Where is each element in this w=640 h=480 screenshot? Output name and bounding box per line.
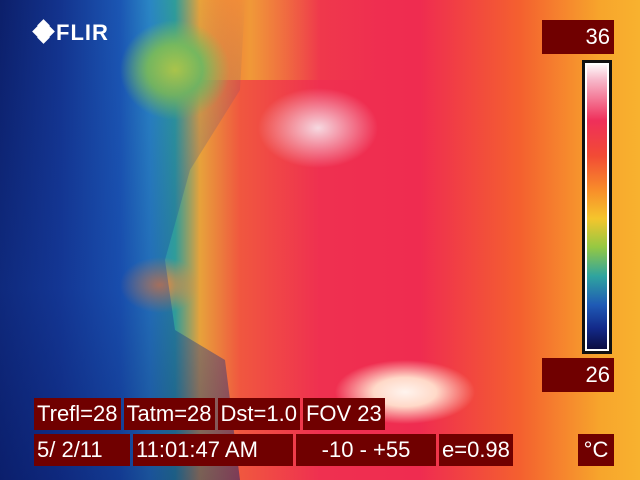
unit-label: °C — [578, 434, 614, 466]
status-row: 5/ 2/11 11:01:47 AM -10 - +55 e=0.98 — [34, 434, 516, 466]
date-readout: 5/ 2/11 — [34, 434, 130, 466]
trefl-readout: Trefl=28 — [34, 398, 121, 430]
temperature-scale-bar — [582, 60, 612, 354]
logo-text: FLIR — [56, 20, 109, 45]
scale-min-label: 26 — [542, 358, 614, 392]
distance-readout: Dst=1.0 — [217, 398, 300, 430]
range-readout: -10 - +55 — [296, 434, 436, 466]
emissivity-readout: e=0.98 — [439, 434, 513, 466]
scale-max-label: 36 — [542, 20, 614, 54]
time-readout: 11:01:47 AM — [133, 434, 293, 466]
fov-readout: FOV 23 — [302, 398, 385, 430]
flir-diamond-icon — [32, 19, 55, 45]
parameters-row: Trefl=28 Tatm=28 Dst=1.0 FOV 23 — [34, 398, 388, 430]
flir-logo: FLIR — [32, 19, 109, 46]
tatm-readout: Tatm=28 — [123, 398, 215, 430]
